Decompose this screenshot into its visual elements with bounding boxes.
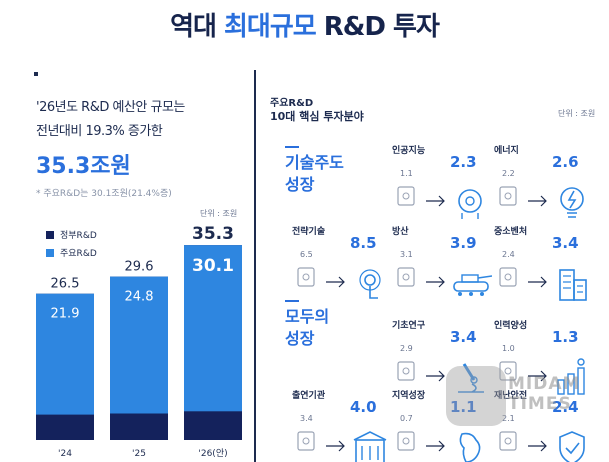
right-head-1: 주요R&D xyxy=(270,98,314,109)
x-tick-0: '24 xyxy=(58,449,72,459)
field-name: 인공지능 xyxy=(392,146,426,156)
label-major-1: 24.8 xyxy=(125,290,154,305)
field-card-1: 에너지 2.2 2.6 xyxy=(494,143,594,221)
field-card-2: 전략기술 6.5 8.5 xyxy=(292,224,392,302)
corner-mark xyxy=(34,72,38,76)
field-old-value: 2.9 xyxy=(400,344,413,353)
watermark-text: MIDAM TIMES xyxy=(508,374,581,414)
field-card-3: 방산 3.1 3.9 xyxy=(392,224,492,302)
field-name: 기초연구 xyxy=(392,321,426,331)
field-old-value: 2.2 xyxy=(502,169,515,178)
field-old-value: 2.4 xyxy=(502,250,515,259)
label-gov-2: 35.3 xyxy=(192,224,234,244)
field-old-value: 3.1 xyxy=(400,250,413,259)
field-old-value: 1.0 xyxy=(502,344,515,353)
total-budget: 35.3조원 xyxy=(36,154,131,179)
field-card-7: 출연기관 3.4 4.0 xyxy=(292,388,392,462)
field-old-value: 6.5 xyxy=(300,250,313,259)
field-new-value: 2.4 xyxy=(552,398,579,416)
bar-major-0 xyxy=(36,293,94,415)
field-new-value: 2.3 xyxy=(450,153,477,171)
panel-divider xyxy=(254,70,256,462)
legend-major: 주요R&D xyxy=(46,246,97,259)
group-tech-growth: 기술주도 성장 xyxy=(285,146,344,196)
x-tick-1: '25 xyxy=(132,449,146,459)
chart-unit: 단위 : 조원 xyxy=(200,209,238,218)
building-icon xyxy=(499,267,587,301)
bar-major-2 xyxy=(184,245,242,412)
field-new-value: 3.4 xyxy=(552,234,579,252)
watermark-logo xyxy=(446,366,506,426)
field-name: 전략기술 xyxy=(292,227,326,237)
field-new-value: 8.5 xyxy=(350,234,377,252)
field-old-value: 0.7 xyxy=(400,414,413,423)
field-new-value: 1.3 xyxy=(552,328,579,346)
people-growth-icon xyxy=(499,358,585,395)
field-name: 출연기관 xyxy=(292,391,326,401)
label-major-2: 30.1 xyxy=(192,256,234,276)
x-tick-2: '26(안) xyxy=(198,448,227,459)
field-card-8: 지역성장 0.7 1.1 xyxy=(392,388,492,462)
page-title: 역대 최대규모 R&D 투자 xyxy=(170,12,440,42)
korea-map-icon xyxy=(397,431,481,462)
label-gov-1: 29.6 xyxy=(125,260,154,275)
safety-shield-icon xyxy=(499,431,585,462)
right-head-2: 10대 핵심 투자분야 xyxy=(270,110,364,123)
label-major-0: 21.9 xyxy=(51,307,80,322)
field-card-5: 기초연구 2.9 3.4 xyxy=(392,318,492,396)
field-old-value: 2.1 xyxy=(502,414,515,423)
field-old-value: 1.1 xyxy=(400,169,413,178)
field-new-value: 3.9 xyxy=(450,234,477,252)
field-name: 방산 xyxy=(392,227,409,237)
group-shared-growth: 모두의 성장 xyxy=(285,300,329,350)
field-card-6: 인력양성 1.0 1.3 xyxy=(494,318,594,396)
field-name: 재난안전 xyxy=(494,391,528,401)
legend-gov: 정부R&D xyxy=(46,228,97,241)
field-new-value: 1.1 xyxy=(450,398,477,416)
field-name: 에너지 xyxy=(494,146,519,156)
institute-building-icon xyxy=(297,431,387,462)
label-gov-0: 26.5 xyxy=(51,277,80,292)
touch-tech-icon xyxy=(297,267,381,299)
field-new-value: 4.0 xyxy=(350,398,377,416)
budget-note: * 주요R&D는 30.1조원(21.4%증) xyxy=(36,189,172,199)
field-new-value: 3.4 xyxy=(450,328,477,346)
field-card-9: 재난안전 2.1 2.4 xyxy=(494,388,594,462)
tank-icon xyxy=(397,267,492,296)
field-old-value: 3.4 xyxy=(300,414,313,423)
ai-head-icon xyxy=(397,186,482,219)
right-unit: 단위 : 조원 xyxy=(558,109,596,118)
field-name: 중소벤처 xyxy=(494,227,528,237)
field-card-4: 중소벤처 2.4 3.4 xyxy=(494,224,594,302)
field-name: 인력양성 xyxy=(494,321,528,331)
field-card-0: 인공지능 1.1 2.3 xyxy=(392,143,492,221)
budget-bar-chart: 26.5 21.9 '24 29.6 24.8 '25 35.3 30.1 '26(안) xyxy=(36,224,242,459)
left-headline-2: 전년대비 19.3% 증가한 xyxy=(36,124,163,139)
bar-major-1 xyxy=(110,276,168,414)
field-name: 지역성장 xyxy=(392,391,426,401)
left-headline-1: '26년도 R&D 예산안 규모는 xyxy=(36,100,185,115)
field-new-value: 2.6 xyxy=(552,153,579,171)
energy-bulb-icon xyxy=(499,186,584,218)
microscope-icon xyxy=(397,361,484,393)
